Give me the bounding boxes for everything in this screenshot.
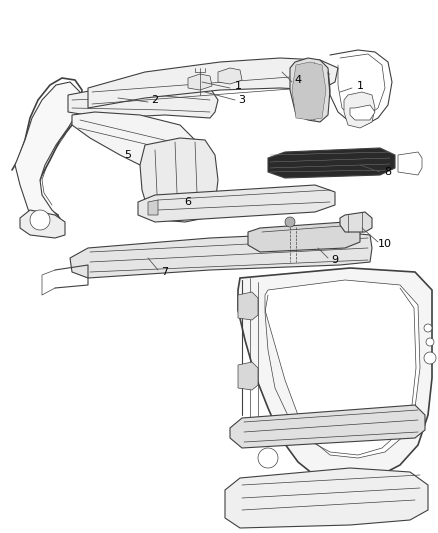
Text: 7: 7 [162,267,169,277]
Polygon shape [238,268,432,482]
Polygon shape [68,85,218,118]
Polygon shape [268,148,395,178]
Text: 10: 10 [378,239,392,249]
Polygon shape [290,58,330,122]
Circle shape [426,338,434,346]
Polygon shape [238,292,258,320]
Polygon shape [230,405,425,448]
Text: 5: 5 [124,150,131,160]
Circle shape [30,210,50,230]
Text: 1: 1 [357,81,364,91]
Polygon shape [238,362,258,390]
Polygon shape [138,185,335,222]
Polygon shape [344,92,375,128]
Polygon shape [15,82,80,228]
Circle shape [285,217,295,227]
Polygon shape [350,105,375,120]
Text: 3: 3 [239,95,246,105]
Polygon shape [140,138,218,222]
Polygon shape [292,62,326,120]
Circle shape [424,324,432,332]
Polygon shape [72,112,195,175]
Polygon shape [265,280,420,458]
Text: 4: 4 [294,75,301,85]
Polygon shape [188,74,212,90]
Text: 1: 1 [234,81,241,91]
Text: 9: 9 [332,255,339,265]
Polygon shape [20,210,65,238]
Text: 6: 6 [184,197,191,207]
Polygon shape [148,200,158,215]
Polygon shape [398,152,422,175]
Circle shape [258,448,278,468]
Polygon shape [218,68,242,84]
Circle shape [424,352,436,364]
Polygon shape [340,212,372,232]
Polygon shape [248,222,360,252]
Polygon shape [70,232,372,278]
Polygon shape [225,468,428,528]
Polygon shape [88,58,338,108]
Text: 8: 8 [385,167,392,177]
Text: 2: 2 [152,95,159,105]
